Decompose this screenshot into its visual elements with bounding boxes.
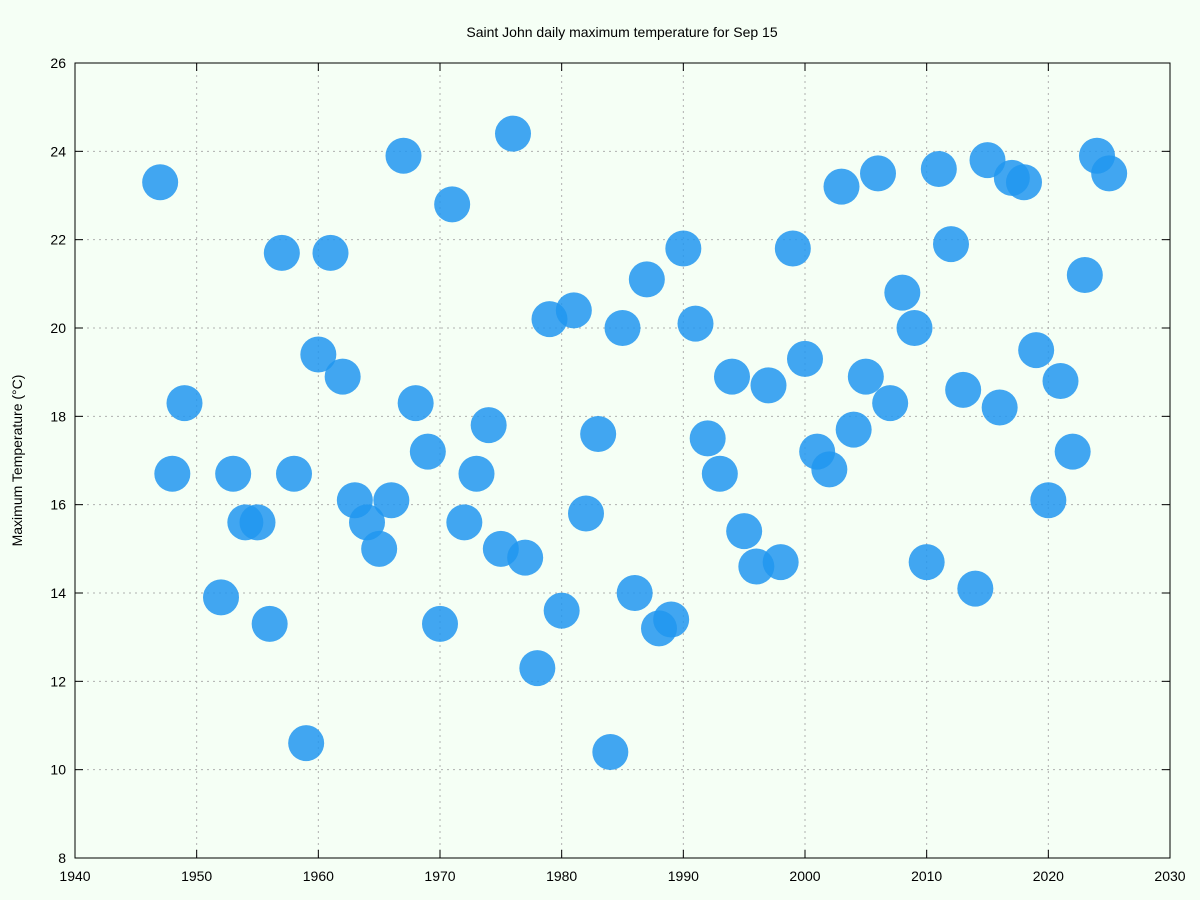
data-point	[300, 336, 337, 373]
tick-labels: 1940 1950 1960 1970 1980 1990 2000 2010 2020 2030…	[50, 55, 1185, 884]
data-point	[677, 305, 714, 342]
x-tick-label: 1960	[303, 868, 334, 884]
data-point	[361, 530, 398, 567]
data-point	[884, 274, 921, 311]
chart-title: Saint John daily maximum temperature for…	[466, 24, 777, 40]
y-tick-label: 14	[50, 585, 66, 601]
data-point	[397, 385, 434, 422]
data-points	[142, 115, 1128, 770]
data-point	[933, 226, 969, 263]
data-point	[422, 605, 458, 642]
data-point	[519, 650, 556, 687]
data-point	[251, 605, 288, 642]
data-point	[239, 504, 276, 541]
y-tick-label: 24	[50, 143, 66, 159]
data-point	[981, 389, 1018, 426]
y-axis-title: Maximum Temperature (°C)	[9, 375, 25, 547]
data-point	[750, 367, 787, 404]
data-point	[1006, 164, 1042, 201]
data-point	[811, 451, 848, 488]
data-point	[616, 575, 653, 611]
data-point	[312, 234, 349, 271]
data-point	[665, 230, 702, 267]
data-point	[1042, 363, 1079, 399]
x-tick-label: 1970	[424, 868, 455, 884]
data-point	[653, 601, 690, 638]
data-point	[835, 411, 872, 448]
data-point	[154, 455, 191, 492]
data-point	[701, 455, 738, 492]
data-point	[847, 358, 884, 395]
y-tick-label: 20	[50, 320, 66, 336]
data-point	[945, 371, 982, 408]
x-tick-label: 1950	[181, 868, 212, 884]
data-point	[470, 407, 507, 444]
x-tick-label: 2000	[789, 868, 820, 884]
x-tick-label: 1980	[546, 868, 577, 884]
y-tick-label: 26	[50, 55, 66, 71]
data-point	[774, 230, 811, 267]
data-point	[373, 482, 410, 519]
y-tick-label: 8	[58, 850, 66, 866]
data-point	[446, 504, 483, 541]
data-point	[142, 164, 179, 201]
data-point	[823, 168, 860, 205]
data-point	[1054, 433, 1091, 470]
data-point	[288, 725, 325, 762]
data-point	[568, 495, 604, 532]
data-point	[628, 261, 665, 298]
y-tick-label: 16	[50, 497, 66, 513]
x-tick-label: 2020	[1033, 868, 1064, 884]
data-point	[580, 416, 617, 452]
data-point	[689, 420, 726, 457]
data-point	[543, 592, 580, 629]
data-point	[604, 310, 641, 346]
data-point	[872, 385, 909, 422]
data-point	[787, 340, 823, 377]
data-point	[1018, 332, 1055, 369]
data-point	[385, 137, 422, 174]
y-tick-label: 12	[50, 673, 66, 689]
data-point	[592, 734, 629, 770]
data-point	[726, 513, 763, 550]
x-tick-label: 2010	[911, 868, 942, 884]
data-point	[920, 151, 957, 187]
data-point	[434, 186, 471, 223]
data-point	[203, 579, 239, 616]
x-tick-label: 1990	[668, 868, 699, 884]
data-point	[409, 433, 446, 470]
data-point	[166, 385, 203, 422]
y-tick-label: 22	[50, 232, 66, 248]
axis-ticks	[74, 62, 1171, 859]
data-point	[276, 455, 312, 492]
data-point	[458, 455, 495, 492]
x-tick-label: 1940	[59, 868, 90, 884]
data-point	[908, 544, 945, 581]
x-tick-label: 2030	[1154, 868, 1185, 884]
data-point	[324, 358, 361, 395]
data-point	[263, 234, 300, 271]
data-point	[1030, 482, 1067, 519]
y-tick-label: 10	[50, 762, 66, 778]
data-point	[860, 155, 896, 192]
plot-frame	[74, 62, 1171, 859]
data-point	[215, 455, 252, 492]
data-point	[957, 570, 994, 607]
data-point	[762, 544, 799, 581]
data-point	[1066, 257, 1103, 293]
data-point	[1091, 155, 1128, 192]
data-point	[495, 115, 531, 152]
data-point	[714, 358, 750, 395]
data-point	[896, 310, 933, 346]
data-point	[507, 539, 544, 576]
data-point	[555, 292, 592, 329]
y-tick-label: 18	[50, 408, 66, 424]
